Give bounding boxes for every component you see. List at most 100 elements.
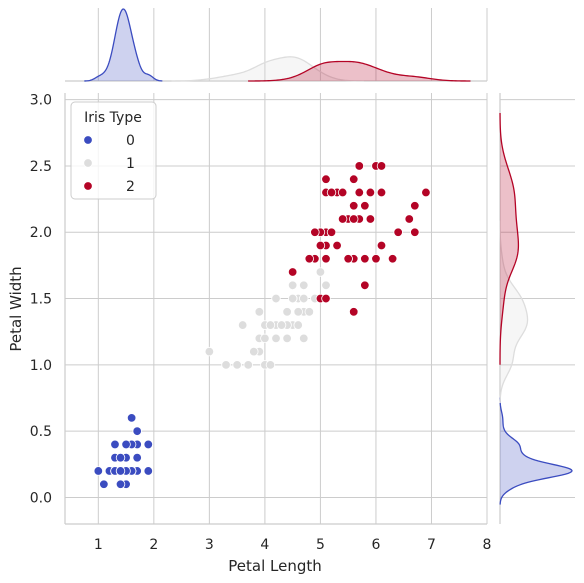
scatter-point-class-2 bbox=[321, 254, 331, 264]
scatter-points bbox=[93, 161, 431, 489]
scatter-point-class-2 bbox=[287, 267, 298, 277]
right-kde-fill-class-2 bbox=[500, 112, 519, 365]
scatter-point-class-1 bbox=[299, 293, 309, 304]
scatter-point-class-0 bbox=[121, 439, 131, 450]
right-kde-line-class-2 bbox=[499, 112, 520, 365]
right-marginal-kde bbox=[499, 93, 575, 524]
scatter-point-class-1 bbox=[287, 280, 298, 290]
scatter-point-class-2 bbox=[343, 254, 353, 264]
scatter-point-class-1 bbox=[232, 360, 242, 370]
x-axis-label: Petal Length bbox=[228, 557, 322, 575]
y-axis-label: Petal Width bbox=[7, 266, 25, 351]
scatter-point-class-1 bbox=[243, 360, 253, 370]
x-tick-label: 3 bbox=[205, 537, 214, 553]
top-kde-line-class-1 bbox=[171, 56, 364, 82]
scatter-point-class-2 bbox=[365, 187, 376, 198]
scatter-point-class-1 bbox=[260, 333, 270, 344]
scatter-point-class-0 bbox=[132, 452, 142, 463]
scatter-point-class-0 bbox=[99, 479, 109, 489]
legend-title: Iris Type bbox=[84, 110, 142, 126]
scatter-point-class-2 bbox=[376, 187, 387, 198]
scatter-point-class-2 bbox=[304, 254, 315, 264]
scatter-point-class-2 bbox=[404, 214, 414, 224]
scatter-point-class-2 bbox=[354, 187, 364, 198]
scatter-point-class-2 bbox=[387, 254, 398, 264]
x-tick-label: 1 bbox=[94, 537, 103, 553]
scatter-point-class-1 bbox=[204, 346, 215, 357]
top-kde-line-class-0 bbox=[84, 8, 163, 82]
scatter-point-class-2 bbox=[360, 280, 370, 290]
scatter-point-class-2 bbox=[326, 227, 337, 237]
right-kde-fill-class-0 bbox=[500, 397, 572, 505]
scatter-point-class-1 bbox=[287, 293, 298, 304]
x-tick-label: 4 bbox=[260, 537, 269, 553]
scatter-point-class-0 bbox=[143, 466, 153, 476]
scatter-point-class-1 bbox=[304, 307, 315, 317]
right-marginal-grid bbox=[499, 93, 575, 524]
scatter-point-class-0 bbox=[115, 466, 126, 476]
scatter-point-class-1 bbox=[276, 320, 287, 330]
legend-marker-class-2 bbox=[83, 181, 93, 191]
right-kde-fill-class-1 bbox=[500, 220, 528, 403]
scatter-point-class-2 bbox=[393, 227, 403, 237]
top-marginal-kde bbox=[65, 8, 488, 82]
y-tick-label: 2.0 bbox=[30, 225, 52, 241]
scatter-point-class-0 bbox=[115, 452, 126, 463]
y-tick-label: 2.5 bbox=[30, 159, 52, 175]
scatter-point-class-2 bbox=[337, 187, 348, 198]
scatter-point-class-2 bbox=[349, 174, 359, 184]
x-tick-label: 5 bbox=[316, 537, 325, 553]
y-tick-label: 0.0 bbox=[30, 490, 52, 506]
scatter-point-class-1 bbox=[249, 346, 259, 357]
x-tick-label: 7 bbox=[427, 537, 436, 553]
scatter-point-class-2 bbox=[360, 201, 370, 211]
main-spines bbox=[64, 93, 487, 525]
scatter-point-class-2 bbox=[376, 240, 387, 251]
legend-label-class-1: 1 bbox=[126, 156, 135, 172]
scatter-point-class-1 bbox=[299, 280, 309, 290]
scatter-point-class-2 bbox=[365, 214, 376, 224]
top-kde-line-class-2 bbox=[248, 60, 471, 82]
legend-marker-class-1 bbox=[83, 158, 93, 168]
scatter-point-class-1 bbox=[237, 320, 248, 330]
scatter-point-class-0 bbox=[143, 439, 153, 450]
scatter-point-class-2 bbox=[421, 187, 431, 198]
scatter-point-class-1 bbox=[271, 293, 281, 304]
scatter-point-class-2 bbox=[332, 240, 342, 251]
scatter-point-class-0 bbox=[93, 466, 104, 476]
top-kde-fill-class-2 bbox=[248, 61, 471, 81]
legend-marker-class-0 bbox=[83, 135, 93, 145]
legend-label-class-0: 0 bbox=[126, 133, 135, 149]
scatter-point-class-1 bbox=[293, 320, 303, 330]
scatter-point-class-2 bbox=[360, 254, 370, 264]
scatter-point-class-0 bbox=[126, 413, 137, 423]
scatter-point-class-1 bbox=[315, 267, 326, 277]
scatter-point-class-1 bbox=[265, 320, 276, 330]
scatter-point-class-1 bbox=[299, 333, 309, 344]
scatter-point-class-2 bbox=[410, 201, 420, 211]
scatter-point-class-2 bbox=[349, 307, 359, 317]
scatter-point-class-2 bbox=[310, 227, 320, 237]
scatter-point-class-2 bbox=[410, 227, 420, 237]
scatter-point-class-0 bbox=[115, 479, 126, 489]
right-kde-line-class-1 bbox=[499, 220, 529, 404]
scatter-point-class-1 bbox=[221, 360, 231, 370]
top-kde-fill-class-0 bbox=[84, 9, 163, 81]
right-marginal-curves bbox=[499, 112, 573, 505]
y-tick-label: 0.5 bbox=[30, 424, 52, 440]
scatter-point-class-2 bbox=[354, 161, 364, 171]
scatter-point-class-2 bbox=[326, 187, 337, 198]
x-tick-label: 8 bbox=[483, 537, 492, 553]
scatter-point-class-1 bbox=[271, 333, 281, 344]
scatter-point-class-2 bbox=[349, 214, 359, 224]
scatter-point-class-1 bbox=[265, 360, 276, 370]
x-tick-label: 6 bbox=[371, 537, 380, 553]
scatter-point-class-2 bbox=[349, 201, 359, 211]
top-marginal-grid bbox=[65, 8, 488, 82]
x-tick-label: 2 bbox=[149, 537, 158, 553]
scatter-point-class-0 bbox=[132, 426, 142, 436]
top-marginal-curves bbox=[84, 8, 471, 82]
scatter-point-class-1 bbox=[282, 333, 292, 344]
scatter-point-class-2 bbox=[376, 161, 387, 171]
